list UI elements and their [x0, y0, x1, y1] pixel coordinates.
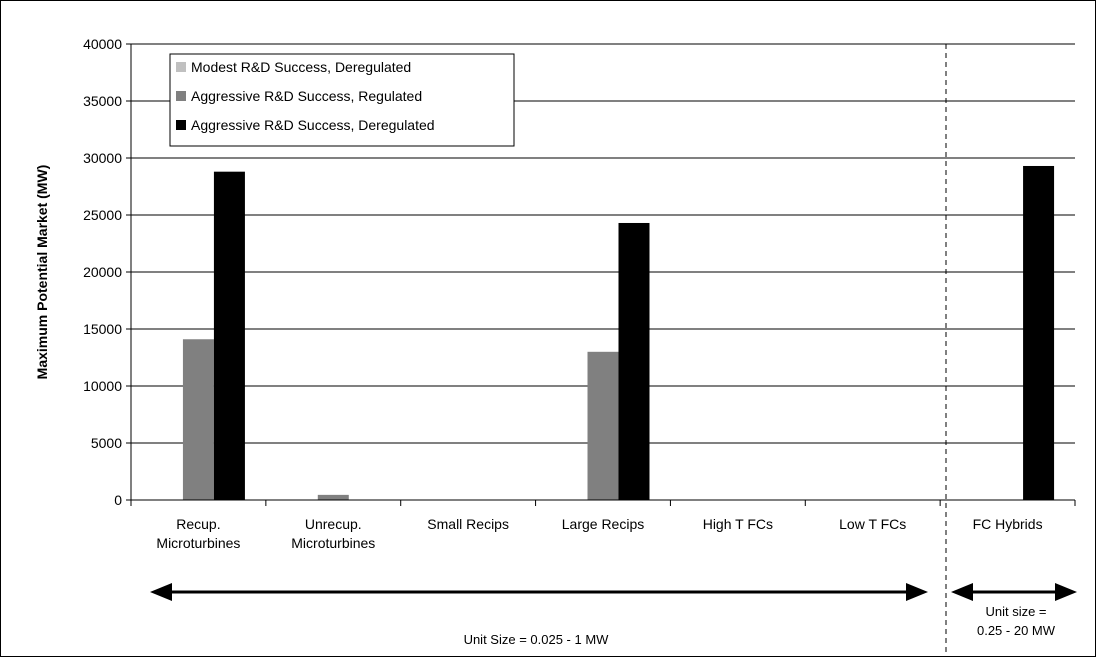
category-label: High T FCs — [703, 516, 773, 532]
category-label: Microturbines — [156, 535, 240, 551]
unit-size-note-right-line1: Unit size = — [985, 604, 1046, 619]
unit-size-note-right-line2: 0.25 - 20 MW — [977, 623, 1056, 638]
unit-size-arrow-right — [951, 583, 1077, 601]
category-label: Low T FCs — [839, 516, 906, 532]
arrow-head-left — [951, 583, 973, 601]
y-tick-labels: 0 5000 10000 15000 20000 25000 30000 35000 40000 — [83, 36, 131, 508]
category-label: Microturbines — [291, 535, 375, 551]
arrow-head-right — [906, 583, 928, 601]
legend: Modest R&D Success, Deregulated Aggressi… — [169, 53, 515, 147]
bar-aggressive-regulated — [317, 494, 349, 500]
arrow-head-left — [150, 583, 172, 601]
legend-swatch-1 — [176, 91, 186, 101]
legend-label-2: Aggressive R&D Success, Deregulated — [191, 117, 435, 133]
y-tick-label: 40000 — [83, 36, 122, 52]
legend-box — [169, 53, 515, 147]
legend-label-0: Modest R&D Success, Deregulated — [191, 59, 411, 75]
arrow-head-right — [1055, 583, 1077, 601]
y-tick-label: 25000 — [83, 207, 122, 223]
bar-aggressive-regulated — [182, 339, 214, 500]
bar-aggressive-deregulated — [618, 222, 650, 501]
legend-swatch-0 — [176, 62, 186, 72]
y-axis-label: Maximum Potential Market (MW) — [34, 165, 50, 380]
y-tick-label: 35000 — [83, 93, 122, 109]
category-label: FC Hybrids — [973, 516, 1043, 532]
bar-aggressive-regulated — [587, 351, 619, 500]
unit-size-note-left: Unit Size = 0.025 - 1 MW — [464, 632, 610, 647]
category-labels: Recup. Microturbines Unrecup. Microturbines… — [156, 516, 1042, 551]
gridlines — [131, 43, 1075, 444]
bars — [182, 165, 1055, 501]
y-tick-label: 30000 — [83, 150, 122, 166]
category-label: Unrecup. — [305, 516, 362, 532]
y-tick-label: 5000 — [91, 435, 122, 451]
y-tick-label: 15000 — [83, 321, 122, 337]
category-label: Large Recips — [562, 516, 645, 532]
bar-aggressive-deregulated — [1023, 165, 1055, 501]
legend-swatch-2 — [176, 120, 186, 130]
bar-aggressive-deregulated — [213, 171, 245, 500]
x-tick-marks — [130, 500, 1076, 506]
category-label: Small Recips — [427, 516, 509, 532]
category-label: Recup. — [176, 516, 220, 532]
unit-size-arrow-left — [150, 583, 928, 601]
legend-label-1: Aggressive R&D Success, Regulated — [191, 88, 422, 104]
y-tick-label: 10000 — [83, 378, 122, 394]
y-tick-label: 0 — [114, 492, 122, 508]
y-tick-label: 20000 — [83, 264, 122, 280]
